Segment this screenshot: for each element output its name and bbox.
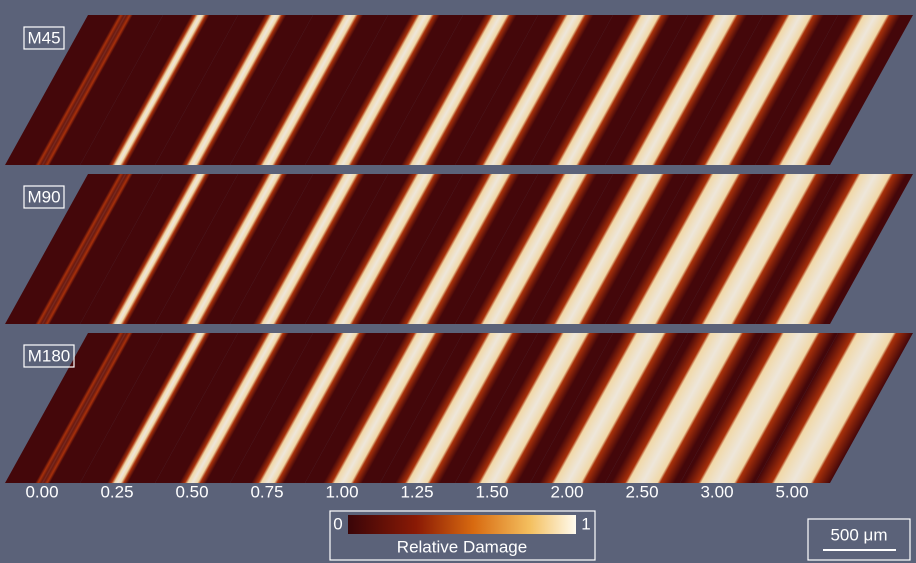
panel-image [455,15,613,165]
panel [605,174,763,324]
panel-image [5,333,163,483]
panel [605,333,763,483]
panel [155,174,313,324]
colorbar-max: 1 [581,514,590,533]
panel [230,174,388,324]
panel [530,15,688,165]
panel-image [155,15,313,165]
panel [155,333,313,483]
row-label-frame [23,344,75,368]
panel [80,174,238,324]
row-label-frame [23,185,65,209]
panel-image [530,174,688,324]
panel [80,333,238,483]
panel [755,174,913,324]
row-label-frame [23,26,65,50]
column-label: 5.00 [775,482,808,501]
column-label: 2.50 [625,482,658,501]
colorbar-min: 0 [333,514,342,533]
panel-image [5,174,163,324]
panel [680,174,838,324]
scale-bar-frame [807,518,911,561]
column-label: 0.75 [250,482,283,501]
panel-image [305,15,463,165]
panel [380,174,538,324]
panel-image [5,15,163,165]
panel [230,333,388,483]
panel-image [530,15,688,165]
column-label: 2.00 [550,482,583,501]
panel-image [680,333,838,483]
panel [380,15,538,165]
panel-image [305,333,463,483]
column-label: 0.00 [25,482,58,501]
panel [5,333,163,483]
panel-image [80,333,238,483]
panel [305,333,463,483]
colorbar-title: Relative Damage [397,537,527,556]
panel-image [455,333,613,483]
row-label: M45 [27,28,60,47]
panel [155,15,313,165]
panel-image [380,15,538,165]
panel [755,333,913,483]
panel [455,15,613,165]
panel [680,15,838,165]
panel-image [605,15,763,165]
row-label: M90 [27,187,60,206]
panel-image [755,333,913,483]
panel-image [380,174,538,324]
panel-image [155,174,313,324]
panel-image [380,333,538,483]
panel-image [80,15,238,165]
panel [755,15,913,165]
panel-image [605,333,763,483]
colorbar-frame [329,510,596,561]
panel-image [755,15,913,165]
panel-image [230,333,388,483]
panel [5,15,163,165]
panel-image [80,174,238,324]
panel [305,15,463,165]
scale-bar-label: 500 μm [830,525,887,544]
panel-image [530,333,688,483]
panel [455,333,613,483]
colorbar [348,515,576,534]
column-label: 0.25 [100,482,133,501]
panel-image [680,15,838,165]
panel [80,15,238,165]
labels: M45 M90 M180 0.00 0.25 0.50 0.75 1.00 1.25 1.50 2.… [23,26,809,501]
panel [305,174,463,324]
panel [530,174,688,324]
panel-image [680,174,838,324]
panel-image [230,174,388,324]
panel-image [305,174,463,324]
panel [530,333,688,483]
panel-image [455,174,613,324]
panel [5,174,163,324]
panels [5,15,913,483]
panel [230,15,388,165]
panel-image [605,174,763,324]
column-label: 0.50 [175,482,208,501]
panel [380,333,538,483]
panel [605,15,763,165]
panel-image [155,333,313,483]
row-label: M180 [28,346,71,365]
column-label: 3.00 [700,482,733,501]
column-label: 1.00 [325,482,358,501]
column-label: 1.50 [475,482,508,501]
column-label: 1.25 [400,482,433,501]
panel [455,174,613,324]
panel [680,333,838,483]
panel-image [230,15,388,165]
panel-image [755,174,913,324]
